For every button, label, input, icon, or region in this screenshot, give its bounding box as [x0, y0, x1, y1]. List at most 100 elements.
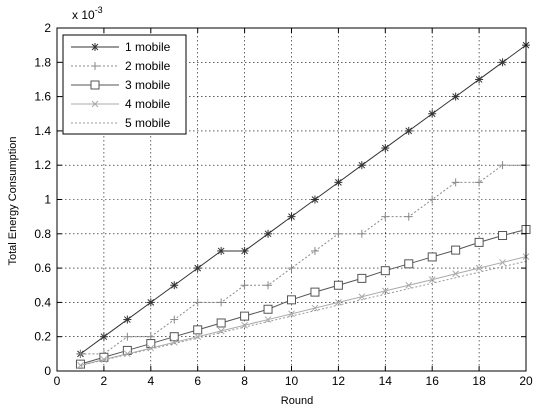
- data-point: [193, 325, 203, 335]
- x-tick-label: 4: [147, 374, 154, 388]
- data-point: [428, 195, 437, 204]
- data-point: [240, 311, 250, 321]
- data-point: [170, 315, 179, 324]
- data-point: [194, 333, 202, 341]
- legend-label: 4 mobile: [125, 97, 171, 111]
- data-point: [264, 316, 272, 323]
- y-axis-label: Total Energy Consumption: [7, 136, 19, 265]
- data-point: [310, 287, 320, 297]
- data-point: [99, 332, 108, 341]
- data-point: [217, 327, 225, 335]
- y-tick-label: 1.6: [34, 90, 51, 104]
- data-point: [475, 178, 484, 187]
- axis-labels: x 10-3 Round Total Energy Consumption: [7, 5, 313, 406]
- data-point: [216, 318, 226, 328]
- y-tick-label: 0.4: [34, 295, 51, 309]
- x-tick-label: 16: [426, 374, 440, 388]
- data-point: [452, 270, 460, 278]
- series-line: [80, 256, 527, 366]
- data-point: [263, 304, 273, 314]
- data-point: [381, 287, 389, 295]
- data-point: [427, 252, 437, 262]
- data-point: [334, 178, 343, 187]
- data-point: [311, 304, 319, 312]
- data-point: [474, 237, 484, 247]
- series-2: [76, 161, 530, 358]
- y-tick-label: 1: [44, 193, 51, 207]
- series-3: [75, 225, 531, 369]
- data-point: [288, 310, 295, 318]
- x-tick-label: 2: [101, 374, 108, 388]
- data-point: [99, 352, 109, 362]
- series-line: [80, 164, 526, 355]
- y-tick-label: 0: [44, 364, 51, 378]
- data-point: [123, 350, 131, 358]
- data-point: [404, 126, 413, 135]
- data-point: [498, 58, 507, 67]
- data-point: [264, 281, 273, 290]
- data-point: [499, 259, 506, 266]
- legend-marker: [90, 80, 100, 90]
- data-point: [287, 212, 296, 221]
- data-point: [147, 344, 155, 352]
- legend-item: 3 mobile: [71, 78, 171, 92]
- data-point: [381, 212, 390, 221]
- data-point: [123, 332, 132, 341]
- legend-label: 1 mobile: [125, 40, 171, 54]
- data-point: [310, 195, 319, 204]
- data-point: [357, 161, 366, 170]
- axis-ticks: 0 2 4 6 8 10 12 14 16 18 20 0 0.2 0.4 0.6 0.8 1 1.2 1.4 1.6…: [34, 21, 533, 388]
- y-tick-label: 1.2: [34, 158, 51, 172]
- data-point: [498, 231, 508, 241]
- legend-marker: [91, 43, 99, 51]
- data-point: [357, 273, 367, 283]
- legend: 1 mobile 2 mobile 3 mobile 4 mobile 5 mobile: [62, 34, 187, 135]
- data-point: [100, 356, 108, 363]
- series-4: [77, 253, 530, 369]
- x-tick-label: 12: [332, 374, 346, 388]
- data-point: [451, 178, 460, 187]
- y-tick-label: 1.4: [34, 124, 51, 138]
- y-tick-label: 1.8: [34, 55, 51, 69]
- y-tick-label: 0.2: [34, 330, 51, 344]
- data-point: [498, 161, 507, 170]
- data-point: [287, 295, 296, 305]
- data-point: [241, 321, 248, 329]
- data-point: [380, 266, 390, 276]
- data-point: [475, 264, 483, 272]
- series-5: [80, 260, 527, 366]
- y-axis-multiplier-exponent: -3: [95, 5, 103, 15]
- data-point: [451, 245, 461, 255]
- x-axis-label: Round: [281, 395, 313, 406]
- data-point: [169, 332, 179, 342]
- legend-item: 4 mobile: [71, 97, 171, 111]
- data-point: [217, 246, 226, 255]
- data-point: [170, 281, 179, 290]
- y-axis-multiplier: x 10-3: [72, 5, 103, 22]
- data-point: [193, 298, 202, 307]
- data-point: [335, 299, 342, 306]
- series-layer: [75, 41, 531, 369]
- data-point: [475, 75, 484, 84]
- data-point: [428, 276, 436, 283]
- data-point: [310, 246, 319, 255]
- data-point: [358, 293, 366, 301]
- data-point: [381, 144, 390, 153]
- x-tick-label: 6: [194, 374, 201, 388]
- legend-item: 1 mobile: [71, 40, 171, 54]
- legend-item: 5 mobile: [71, 116, 171, 130]
- series-line: [80, 44, 527, 355]
- data-point: [357, 229, 366, 238]
- data-point: [123, 315, 132, 324]
- x-tick-label: 18: [472, 374, 486, 388]
- legend-marker: [91, 62, 99, 70]
- y-tick-label: 2: [44, 21, 51, 35]
- x-tick-label: 10: [285, 374, 299, 388]
- x-tick-label: 20: [519, 374, 533, 388]
- data-point: [334, 229, 343, 238]
- legend-label: 3 mobile: [125, 78, 171, 92]
- data-point: [240, 246, 249, 255]
- legend-item: 2 mobile: [71, 59, 171, 73]
- legend-marker: [91, 100, 99, 108]
